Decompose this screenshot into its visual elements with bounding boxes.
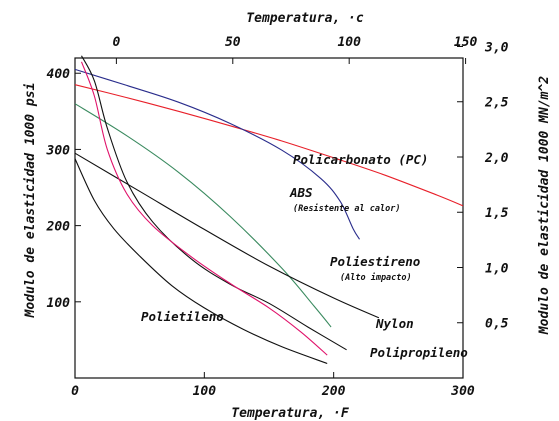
y2-tick-labels: 0,5 1,0 1,5 2,0 2,5 3,0 xyxy=(484,40,509,331)
y-tick-label: 400 xyxy=(47,67,71,82)
x2-tick-label: 50 xyxy=(225,35,241,50)
label-policarbonato: Policarbonato (PC) xyxy=(293,152,428,167)
y2-tick-label: 3,0 xyxy=(484,40,509,55)
y-axis-title: Modulo de elasticidad 1000 psi xyxy=(23,83,38,319)
x2-axis-title: Temperatura, ·c xyxy=(246,11,364,26)
y2-tick-label: 2,5 xyxy=(484,96,509,111)
y-tick-labels: 100 200 300 400 xyxy=(46,67,71,311)
x-axis-title: Temperatura, ·F xyxy=(231,406,350,421)
plot-frame xyxy=(74,57,464,379)
y2-tick-label: 2,0 xyxy=(484,151,509,166)
y-tick-label: 300 xyxy=(46,143,71,158)
x-tick-labels: 0 100 200 300 xyxy=(71,384,475,399)
label-abs-sub: (Resistente al calor) xyxy=(293,203,400,214)
series-line-poliestireno xyxy=(74,103,332,328)
series-line-policarbonato-pc xyxy=(74,84,464,207)
y-tick-label: 100 xyxy=(47,296,71,311)
label-polipropileno: Polipropileno xyxy=(370,345,468,360)
x-tick-label: 300 xyxy=(450,384,475,399)
y-tick-label: 200 xyxy=(46,220,71,235)
y2-tick-label: 1,0 xyxy=(485,261,509,276)
label-poliestireno-sub: (Alto impacto) xyxy=(340,272,412,283)
label-abs: ABS xyxy=(289,185,313,200)
tick-marks xyxy=(74,45,467,378)
x2-tick-label: 100 xyxy=(337,35,361,50)
label-poliestireno: Poliestireno xyxy=(330,254,420,269)
x2-tick-label: 0 xyxy=(112,35,120,50)
x-tick-label: 0 xyxy=(71,384,79,399)
label-polietileno: Polietileno xyxy=(141,309,224,324)
series-line-polietileno xyxy=(74,158,328,365)
y2-tick-label: 0,5 xyxy=(485,317,509,332)
series-line-abs xyxy=(74,68,360,240)
y2-axis-title: Modulo de elasticidad 1000 MN/m^2 xyxy=(537,76,552,335)
series-line-polipropileno xyxy=(81,55,347,351)
label-nylon: Nylon xyxy=(375,316,414,331)
x-tick-label: 200 xyxy=(321,384,346,399)
x2-tick-labels: 0 50 100 150 xyxy=(112,35,477,50)
series-line-nylon xyxy=(74,152,380,319)
series-line-curve-6 xyxy=(80,61,328,356)
x2-tick-label: 150 xyxy=(454,35,478,50)
y2-tick-label: 1,5 xyxy=(485,206,509,221)
x-tick-label: 100 xyxy=(193,384,217,399)
curves xyxy=(74,55,464,365)
